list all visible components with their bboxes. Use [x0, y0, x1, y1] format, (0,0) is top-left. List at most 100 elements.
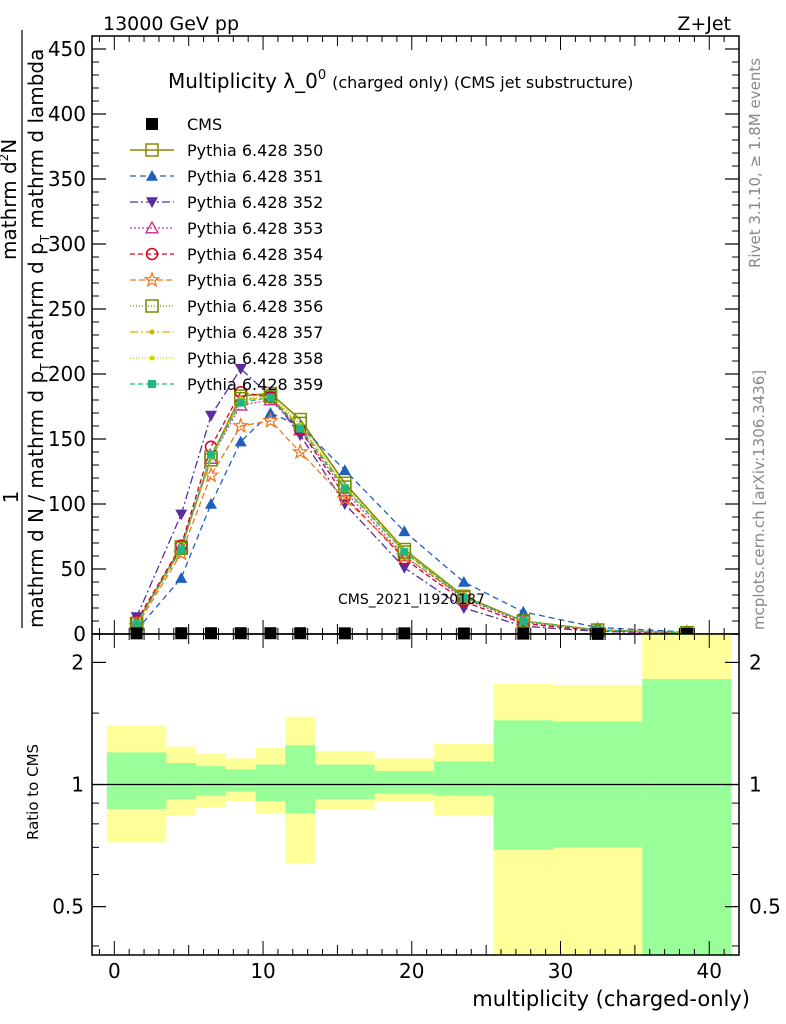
legend-item: Pythia 6.428 355 [130, 271, 323, 290]
data-point [132, 619, 141, 628]
ratio-band-inner-bin [374, 770, 435, 794]
ratio-yticks: 0.5 0.5 1 1 2 2 [52, 650, 781, 947]
data-point [338, 464, 351, 475]
legend-item: Pythia 6.428 351 [130, 167, 323, 186]
legend-label: Pythia 6.428 355 [187, 271, 323, 290]
legend-item: CMS [146, 115, 222, 134]
main-panel: 0 50 100 150 200 250 300 350 400 450 Multiplicity… [48, 35, 740, 646]
data-point [175, 627, 188, 640]
series-line [136, 396, 687, 634]
data-point [398, 525, 411, 537]
ratio-ytick-label: 1 [71, 773, 84, 797]
legend-label: Pythia 6.428 350 [187, 141, 323, 160]
mcplots-label: mcplots.cern.ch [arXiv:1306.3436] [750, 370, 768, 630]
data-point [264, 627, 277, 640]
ratio-xticks: 0 10 20 30 40 [98, 634, 740, 983]
main-ytick-label: 100 [48, 492, 86, 516]
ratio-band-inner-bin [434, 761, 494, 796]
data-point [172, 544, 190, 561]
data-point [266, 393, 275, 402]
main-ytick-label: 350 [48, 167, 86, 191]
ylabel-numerator-inner: mathrm d2N [0, 139, 21, 260]
data-point [174, 541, 188, 555]
ratio-band-inner-bin [315, 764, 375, 800]
legend: CMS Pythia 6.428 350 Pythia 6.428 351 Pythi… [130, 115, 323, 394]
ylabel-denominator-outer: mathrm d N / mathrm d pT [24, 363, 52, 628]
series-line [136, 412, 687, 633]
legend-marker [145, 143, 159, 157]
data-point [340, 484, 349, 493]
data-point [457, 590, 471, 605]
data-point [204, 498, 217, 509]
ratio-band-inner-bin [285, 745, 316, 814]
data-point [457, 576, 470, 587]
legend-label: Pythia 6.428 359 [187, 375, 323, 394]
data-point [263, 389, 278, 403]
ratio-frame [91, 633, 740, 956]
legend-marker [149, 329, 155, 335]
ratio-ytick-label-right: 0.5 [749, 895, 781, 919]
main-ylabel: 1 mathrm d N / mathrm d pT mathrm d2N ma… [0, 30, 52, 628]
series-line [136, 395, 687, 634]
legend-marker [146, 170, 158, 181]
data-point [234, 627, 247, 640]
legend-label: Pythia 6.428 353 [187, 219, 323, 238]
x-axis-label: multiplicity (charged-only) [472, 987, 750, 1011]
legend-item: Pythia 6.428 350 [130, 141, 323, 160]
data-point [296, 424, 305, 433]
legend-marker [143, 271, 161, 288]
legend-marker [148, 380, 156, 388]
data-point [338, 480, 352, 494]
main-ytick-label: 200 [48, 362, 86, 386]
legend-item: Pythia 6.428 352 [130, 193, 323, 212]
data-point [398, 562, 411, 574]
ratio-band-inner-bin [166, 762, 197, 800]
data-point [400, 548, 409, 557]
main-ytick-label: 450 [48, 37, 86, 61]
legend-item: Pythia 6.428 356 [130, 297, 323, 316]
plot-title: Multiplicity λ_00 (charged only) (CMS jet… [168, 68, 633, 93]
data-point [516, 614, 531, 628]
data-point [294, 627, 307, 640]
data-point [206, 450, 215, 459]
header-right: Z+Jet [677, 13, 731, 35]
legend-item: Pythia 6.428 359 [130, 375, 323, 394]
legend-item: Pythia 6.428 353 [130, 219, 323, 238]
main-ytick-label: 400 [48, 102, 86, 126]
legend-label: Pythia 6.428 356 [187, 297, 323, 316]
header-left: 13000 GeV pp [103, 13, 239, 35]
data-point [175, 572, 188, 583]
data-point [397, 545, 412, 559]
xtick-label: 30 [548, 959, 573, 983]
data-point [204, 410, 217, 422]
legend-marker [144, 220, 160, 234]
ratio-panel: 0.5 0.5 1 1 2 2 0 10 20 30 40 Ratio to CMS multip… [24, 633, 781, 1011]
data-point [177, 545, 186, 554]
data-point [232, 417, 250, 434]
watermark: CMS_2021_I1920187 [338, 592, 485, 608]
legend-item: Pythia 6.428 354 [130, 245, 323, 264]
ratio-ytick-label-right: 2 [749, 650, 762, 674]
legend-label: CMS [187, 115, 222, 134]
legend-label: Pythia 6.428 358 [187, 349, 323, 368]
ratio-band-inner-bin [255, 764, 286, 802]
data-point [234, 364, 247, 375]
data-point [236, 398, 245, 407]
data-point [234, 435, 247, 447]
main-ytick-label: 150 [48, 427, 86, 451]
xtick-label: 40 [697, 959, 722, 983]
ylabel-one: 1 [0, 491, 23, 504]
ratio-ylabel: Ratio to CMS [24, 744, 42, 840]
main-xticks [98, 36, 740, 634]
main-ytick-label: 250 [48, 297, 86, 321]
legend-label: Pythia 6.428 354 [187, 245, 323, 264]
ratio-band-inner-bin [196, 766, 226, 796]
ratio-ytick-label-right: 1 [749, 773, 762, 797]
legend-item: Pythia 6.428 358 [130, 349, 323, 368]
xtick-label: 20 [399, 959, 424, 983]
rivet-label: Rivet 3.1.10, ≥ 1.8M events [746, 58, 764, 268]
xtick-label: 10 [250, 959, 275, 983]
legend-marker [145, 299, 159, 313]
legend-label: Pythia 6.428 357 [187, 323, 323, 342]
data-point [459, 593, 468, 602]
